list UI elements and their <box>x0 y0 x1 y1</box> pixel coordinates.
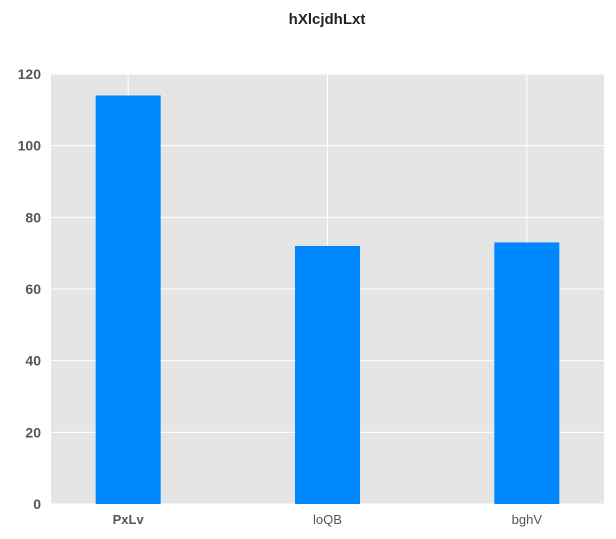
y-tick-label-2: 40 <box>25 353 41 369</box>
y-tick-label-5: 100 <box>18 138 42 154</box>
y-tick-label-1: 20 <box>25 424 41 440</box>
y-tick-label-6: 120 <box>18 66 42 82</box>
bar-bghV <box>494 242 560 504</box>
bars <box>95 95 560 504</box>
y-axis-ticks: 0 20 40 60 80 100 120 <box>18 66 42 512</box>
bar-PxLv <box>95 95 161 504</box>
bar-loQB <box>295 246 360 504</box>
x-tick-label-loQB: loQB <box>313 512 342 527</box>
x-tick-label-PxLv: PxLv <box>113 512 145 527</box>
chart-title: hXlcjdhLxt <box>289 11 366 28</box>
y-tick-label-3: 60 <box>25 281 41 297</box>
x-axis-ticks: PxLv loQB bghV <box>113 512 543 527</box>
y-tick-label-0: 0 <box>33 496 41 512</box>
x-tick-label-bghV: bghV <box>512 512 543 527</box>
y-tick-label-4: 80 <box>25 209 41 225</box>
